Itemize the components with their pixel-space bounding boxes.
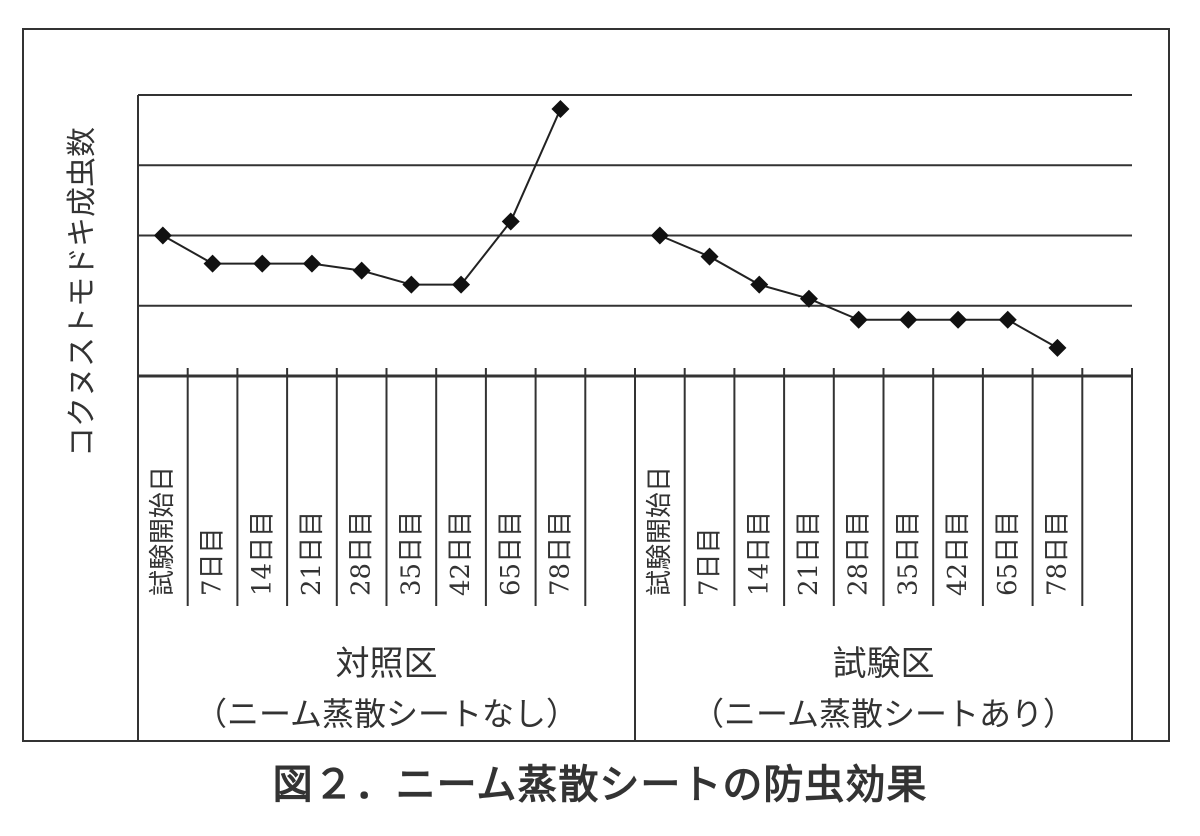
axes <box>137 95 1133 742</box>
category-label: 35日目 <box>396 511 426 596</box>
data-point <box>452 275 471 294</box>
data-point <box>253 254 272 273</box>
group-label: 試験区 <box>833 644 935 684</box>
data-point <box>501 212 520 231</box>
data-point <box>799 289 818 308</box>
category-label: 試験開始日 <box>645 466 675 596</box>
category-labels: 試験開始日 7日目 14日目 21日目 28日目 35日目 42日目 65日目 78日目 試験開始… <box>148 466 1073 596</box>
category-label: 7日目 <box>695 527 725 596</box>
category-label: 65日目 <box>496 511 526 596</box>
data-point <box>949 310 968 329</box>
category-label: 35日目 <box>893 511 923 596</box>
data-series <box>153 100 1067 357</box>
category-label: 42日目 <box>943 511 973 596</box>
category-label: 65日目 <box>993 511 1023 596</box>
category-label: 21日目 <box>297 511 327 596</box>
chart-frame <box>22 28 1170 742</box>
category-label: 28日目 <box>347 511 377 596</box>
group-sublabel: （ニーム蒸散シートあり） <box>692 695 1075 733</box>
category-label: 14日目 <box>247 511 277 596</box>
group-labels: 対照区 （ニーム蒸散シートなし） 試験区 （ニーム蒸散シートあり） <box>195 644 1075 733</box>
category-label: 14日目 <box>744 511 774 596</box>
data-point <box>700 247 719 266</box>
category-label: 78日目 <box>545 511 575 596</box>
data-point <box>203 254 222 273</box>
series-line <box>659 234 1058 349</box>
group-label: 対照区 <box>336 644 438 684</box>
category-label: 7日目 <box>198 527 228 596</box>
data-point <box>352 261 371 280</box>
category-label: 78日目 <box>1042 511 1072 596</box>
category-label: 28日目 <box>844 511 874 596</box>
grid-lines <box>138 94 1132 307</box>
data-point <box>402 275 421 294</box>
line-chart: 試験開始日 7日目 14日目 21日目 28日目 35日目 42日目 65日目 78日目 試験開始… <box>65 94 1133 742</box>
data-point <box>899 310 918 329</box>
y-axis-label: コクヌストモドキ成虫数 <box>65 127 100 457</box>
category-label: 42日目 <box>446 511 476 596</box>
data-point <box>650 226 669 245</box>
category-label: 試験開始日 <box>148 466 178 596</box>
data-point <box>302 254 321 273</box>
data-point <box>153 226 172 245</box>
data-point <box>750 275 769 294</box>
data-point <box>551 100 570 119</box>
category-label: 21日目 <box>794 511 824 596</box>
series-line <box>162 108 562 286</box>
figure-caption: 図２．ニーム蒸散シートの防虫効果 <box>272 762 928 808</box>
data-point <box>849 310 868 329</box>
group-sublabel: （ニーム蒸散シートなし） <box>195 695 578 733</box>
data-point <box>1048 338 1067 357</box>
data-point <box>998 310 1017 329</box>
